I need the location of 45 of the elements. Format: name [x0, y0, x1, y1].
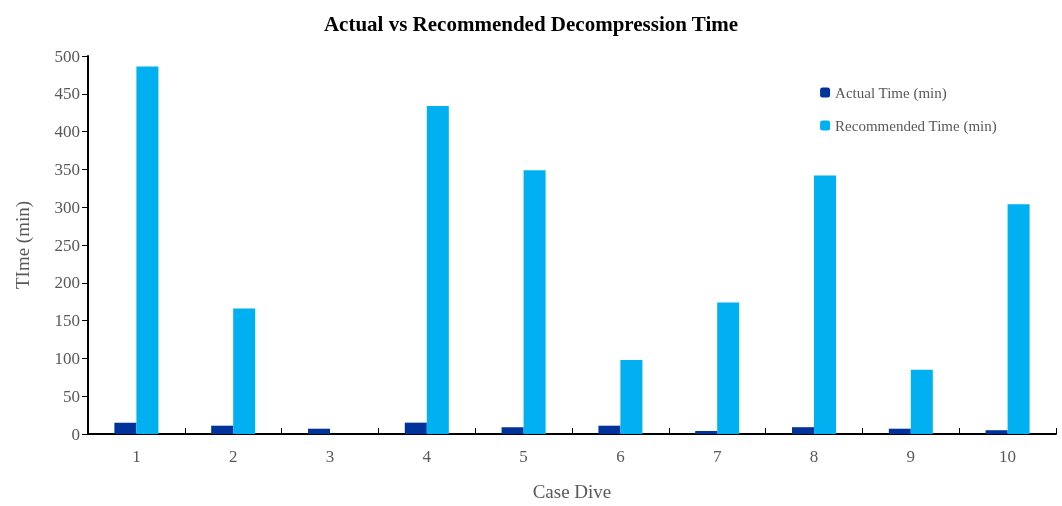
y-tick-label: 450	[54, 84, 80, 104]
x-tick-label: 1	[132, 447, 141, 466]
bar	[233, 308, 256, 434]
x-tick-label: 8	[809, 447, 819, 466]
bar	[1007, 204, 1030, 434]
bar	[620, 359, 643, 434]
bar	[985, 430, 1008, 434]
legend-label: Actual Time (min)	[835, 84, 947, 102]
bar	[717, 302, 740, 434]
y-tick-label: 200	[54, 273, 80, 293]
chart-title: Actual vs Recommended Decompression Time	[323, 11, 739, 36]
y-tick-label: 0	[71, 424, 80, 444]
y-tick-label: 100	[54, 348, 80, 368]
bar	[888, 428, 911, 434]
x-tick-label: 3	[325, 447, 335, 466]
bar	[136, 66, 159, 434]
x-axis-title: Case Dive	[532, 481, 612, 502]
bar	[523, 170, 546, 434]
bar	[695, 430, 718, 434]
bar	[404, 422, 427, 434]
bar	[792, 427, 814, 434]
bar	[910, 369, 933, 434]
x-tick-label: 6	[616, 447, 625, 466]
x-tick-label: 9	[906, 447, 916, 466]
y-tick-label: 500	[54, 46, 80, 66]
y-tick-label: 400	[54, 122, 80, 142]
bar	[814, 175, 836, 434]
y-tick-label: 250	[54, 235, 80, 255]
x-tick-label: 2	[228, 447, 238, 466]
bar	[308, 428, 330, 434]
bar	[114, 422, 137, 434]
bar	[211, 425, 234, 434]
bar	[598, 425, 621, 434]
x-tick-label: 5	[519, 447, 528, 466]
x-tick-label: 7	[712, 447, 722, 466]
y-tick-label: 300	[54, 197, 80, 217]
bar	[426, 105, 449, 434]
x-tick-label: 4	[422, 447, 432, 466]
x-tick-label: 10	[999, 447, 1017, 466]
y-tick-label: 50	[63, 386, 80, 406]
bar	[501, 427, 524, 434]
legend-label: Recommended Time (min)	[835, 117, 997, 135]
y-axis-title: TIme (min)	[12, 200, 34, 290]
y-tick-label: 350	[54, 159, 80, 179]
y-tick-label: 150	[54, 311, 80, 331]
